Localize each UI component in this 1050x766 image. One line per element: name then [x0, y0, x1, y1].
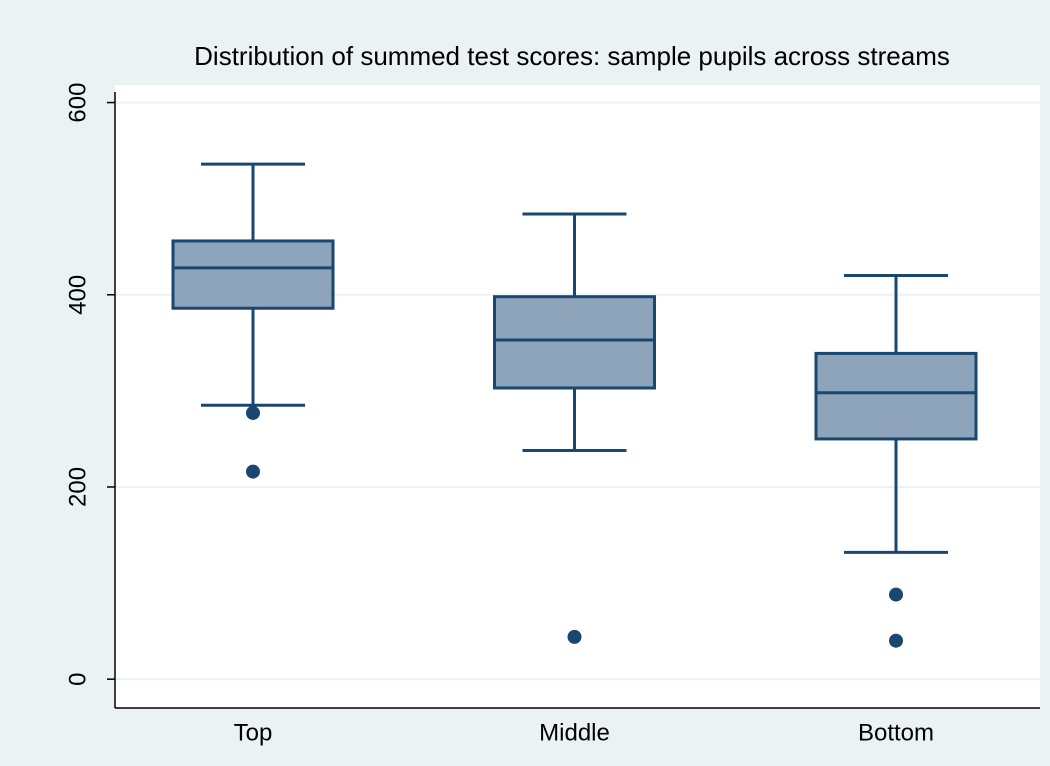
- outlier: [246, 464, 260, 479]
- chart-title: Distribution of summed test scores: samp…: [194, 41, 950, 71]
- x-tick-label: Bottom: [858, 719, 934, 746]
- box: [171, 239, 335, 310]
- y-tick-label: 0: [64, 672, 91, 685]
- outlier: [567, 629, 582, 644]
- y-tick-label: 400: [64, 275, 91, 315]
- x-tick-label: Middle: [539, 719, 610, 746]
- x-tick-label: Top: [234, 719, 273, 746]
- outlier: [889, 587, 903, 602]
- outlier: [889, 633, 903, 648]
- box: [493, 295, 656, 390]
- outlier: [246, 405, 260, 420]
- box: [814, 351, 978, 441]
- y-tick-label: 600: [64, 83, 91, 123]
- y-tick-label: 200: [64, 467, 91, 507]
